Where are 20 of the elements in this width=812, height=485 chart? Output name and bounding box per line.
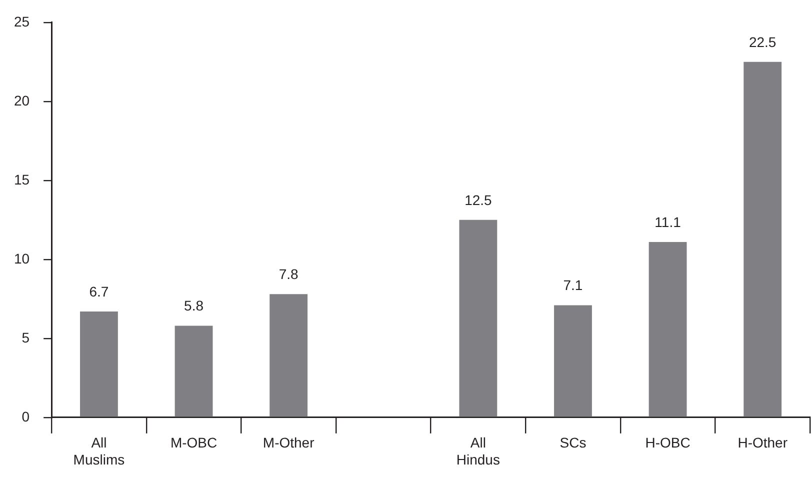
x-tick-label: M-OBC (170, 434, 218, 451)
x-tick-label: All Muslims (73, 434, 125, 468)
y-tick-label: 20 (14, 92, 30, 108)
data-label: 7.1 (563, 277, 583, 294)
x-tick-label: M-Other (262, 434, 315, 451)
data-label: 12.5 (464, 192, 492, 208)
data-label: 5.8 (184, 298, 204, 314)
data-label: 22.5 (748, 34, 776, 50)
y-tick-label: 0 (22, 408, 30, 424)
y-tick-label: 10 (14, 250, 30, 266)
y-tick-label: 5 (22, 329, 30, 346)
y-tick-label: 15 (14, 171, 30, 188)
x-tick-label: H-Other (738, 434, 788, 451)
y-tick-label: 25 (14, 13, 30, 30)
x-tick-label: SCs (560, 434, 586, 451)
x-tick-label: All Hindus (456, 434, 500, 468)
x-tick-label: H-OBC (645, 434, 690, 451)
data-label: 11.1 (654, 214, 682, 230)
data-label: 7.8 (278, 266, 299, 282)
data-label: 6.7 (89, 283, 109, 300)
